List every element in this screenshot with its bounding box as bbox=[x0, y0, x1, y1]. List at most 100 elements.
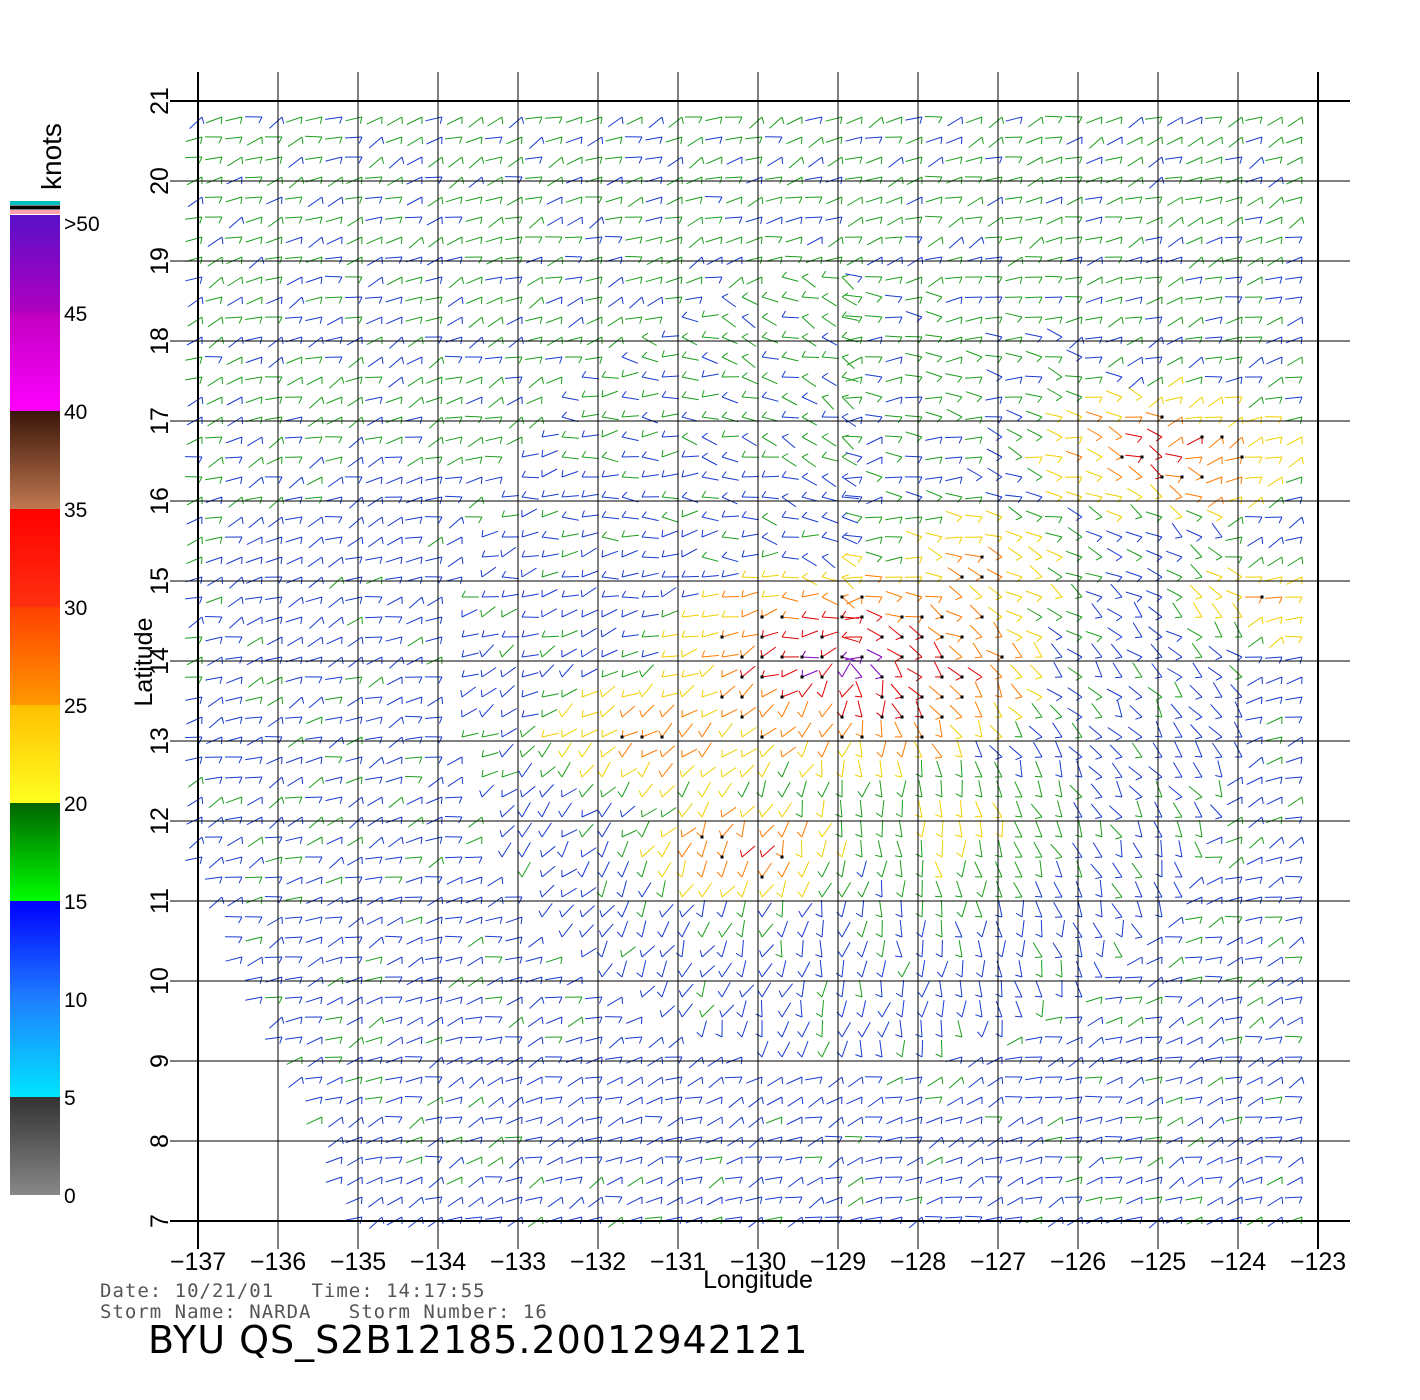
wind-barb bbox=[1146, 996, 1163, 1005]
wind-barb bbox=[621, 650, 639, 658]
wind-barb bbox=[1246, 696, 1263, 705]
wind-barb bbox=[385, 1016, 403, 1024]
rain-flag bbox=[960, 695, 964, 699]
wind-barb bbox=[484, 1176, 503, 1184]
wind-barb bbox=[187, 536, 203, 547]
wind-barb bbox=[558, 663, 574, 678]
wind-barb bbox=[781, 550, 799, 560]
wind-barb bbox=[661, 670, 679, 678]
wind-barb bbox=[828, 1076, 844, 1088]
wind-barb bbox=[1155, 859, 1163, 878]
wind-barb bbox=[955, 779, 963, 798]
wind-barb bbox=[1112, 862, 1123, 879]
wind-barb bbox=[541, 589, 558, 598]
wind-barb bbox=[541, 630, 560, 638]
wind-barb bbox=[945, 276, 963, 284]
wind-barb bbox=[368, 516, 384, 528]
wind-barb bbox=[955, 880, 963, 898]
wind-barb bbox=[426, 376, 443, 385]
wind-barb bbox=[227, 156, 244, 167]
wind-barb bbox=[995, 819, 1004, 838]
rain-flag bbox=[860, 735, 864, 739]
wind-barb bbox=[621, 352, 638, 364]
wind-barb bbox=[1075, 820, 1083, 838]
wind-barb bbox=[185, 216, 203, 224]
wind-barb bbox=[1034, 881, 1043, 898]
wind-barb bbox=[1124, 1116, 1143, 1124]
wind-barb bbox=[225, 436, 243, 445]
wind-barb bbox=[1228, 1176, 1244, 1189]
wind-barb bbox=[968, 1176, 984, 1188]
wind-barb bbox=[1227, 416, 1244, 428]
wind-barb bbox=[799, 764, 814, 778]
wind-barb bbox=[506, 136, 523, 145]
wind-barb bbox=[846, 1096, 863, 1105]
rain-flag bbox=[760, 875, 764, 879]
wind-barb bbox=[505, 916, 523, 924]
wind-barb bbox=[189, 836, 205, 849]
wind-barb bbox=[1164, 1056, 1183, 1064]
wind-barb bbox=[325, 536, 343, 544]
wind-barb bbox=[735, 940, 744, 958]
wind-barb bbox=[345, 1136, 363, 1144]
wind-barb bbox=[1125, 591, 1143, 603]
wind-barb bbox=[927, 546, 943, 561]
wind-barb bbox=[935, 1019, 943, 1038]
wind-barb bbox=[601, 411, 619, 421]
wind-barb bbox=[387, 916, 403, 927]
wind-barb bbox=[689, 156, 705, 169]
wind-barb bbox=[870, 664, 884, 680]
wind-barb bbox=[527, 1036, 544, 1048]
wind-barb bbox=[226, 376, 243, 385]
wind-barb bbox=[741, 630, 759, 638]
wind-barb bbox=[741, 470, 760, 478]
wind-barb bbox=[600, 746, 616, 758]
wind-barb bbox=[1147, 686, 1163, 701]
wind-barb bbox=[1106, 1076, 1123, 1085]
wind-barb bbox=[701, 411, 719, 420]
wind-barb bbox=[625, 1116, 643, 1124]
wind-barb bbox=[581, 410, 599, 418]
wind-barb bbox=[796, 980, 805, 998]
wind-barb bbox=[1035, 919, 1043, 938]
wind-barb bbox=[1005, 376, 1023, 384]
wind-barb bbox=[721, 332, 738, 345]
wind-barb bbox=[468, 336, 485, 349]
wind-barb bbox=[427, 596, 443, 607]
wind-barb bbox=[185, 276, 203, 284]
wind-barb bbox=[1268, 536, 1284, 549]
wind-barb bbox=[486, 296, 503, 305]
colorbar-label: 45 bbox=[64, 303, 87, 326]
wind-barb bbox=[867, 1096, 884, 1108]
wind-barb bbox=[1014, 781, 1023, 798]
wind-barb bbox=[465, 136, 483, 144]
wind-barb bbox=[1145, 116, 1163, 124]
wind-barb bbox=[325, 696, 343, 704]
wind-barb bbox=[485, 416, 503, 424]
wind-barb bbox=[1064, 1016, 1083, 1024]
wind-barb bbox=[1135, 900, 1143, 918]
wind-barb bbox=[875, 780, 883, 798]
wind-barb bbox=[801, 273, 816, 288]
wind-barb bbox=[1286, 156, 1303, 166]
wind-barb bbox=[701, 709, 718, 718]
wind-barb bbox=[446, 536, 463, 546]
wind-barb bbox=[245, 216, 263, 224]
wind-barb bbox=[385, 636, 403, 644]
wind-barb bbox=[681, 670, 699, 678]
wind-barb bbox=[387, 516, 404, 527]
rain-flag bbox=[940, 615, 944, 619]
wind-barb bbox=[1210, 804, 1223, 820]
wind-barb bbox=[1225, 256, 1243, 264]
wind-barb bbox=[1005, 236, 1023, 244]
wind-barb bbox=[345, 676, 363, 684]
wind-barb bbox=[945, 392, 963, 403]
wind-barb bbox=[1186, 156, 1203, 165]
wind-barb bbox=[1211, 603, 1223, 619]
wind-barb bbox=[265, 276, 283, 284]
wind-barb bbox=[525, 156, 543, 164]
wind-barb bbox=[208, 816, 224, 828]
wind-barb bbox=[248, 256, 265, 269]
wind-barb bbox=[841, 311, 859, 321]
wind-barb bbox=[561, 829, 578, 838]
